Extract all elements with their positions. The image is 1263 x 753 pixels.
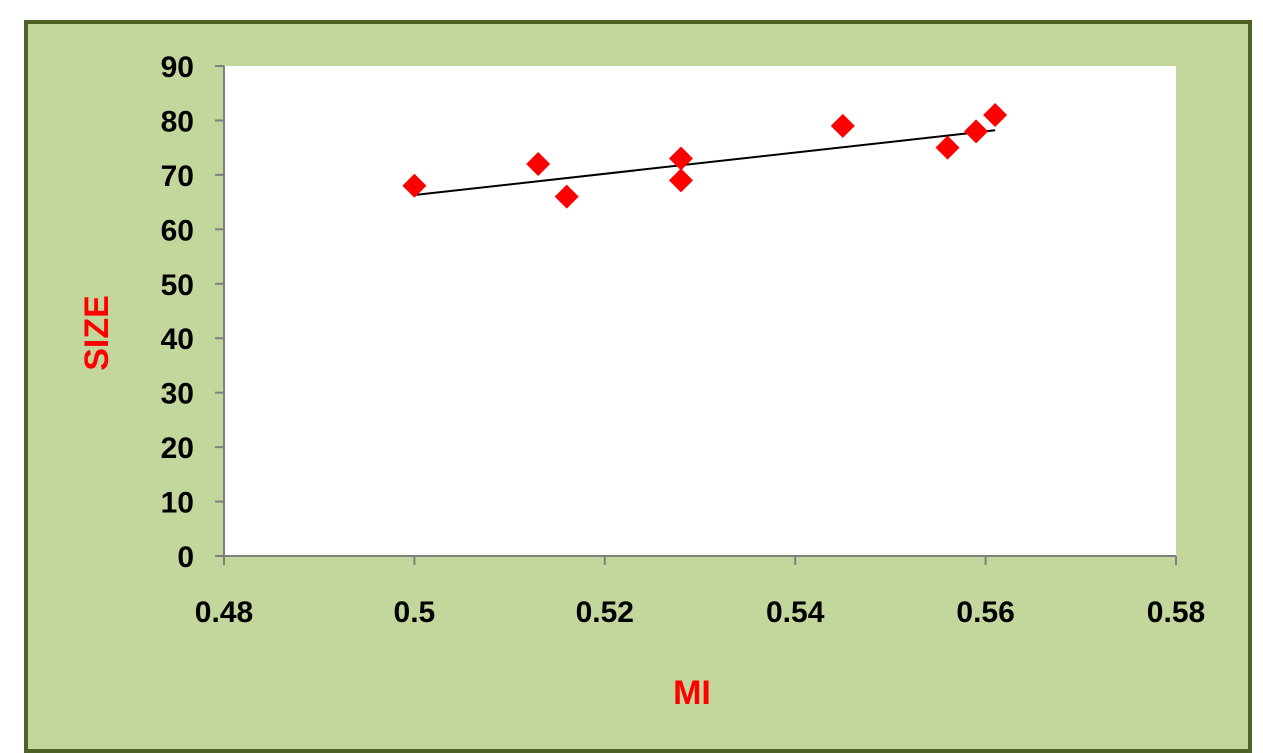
data-points xyxy=(402,103,1008,209)
x-axis-ticks: 0.48 0.5 0.52 0.54 0.56 0.58 xyxy=(195,556,1205,629)
y-tick-label: 40 xyxy=(161,323,194,356)
x-tick-label: 0.5 xyxy=(394,596,436,629)
y-tick-label: 50 xyxy=(161,269,194,302)
axes xyxy=(223,66,1176,557)
y-axis-title: SIZE xyxy=(78,295,116,371)
data-point xyxy=(402,173,427,198)
x-tick-label: 0.54 xyxy=(766,596,825,629)
chart-frame: 0.48 0.5 0.52 0.54 0.56 0.58 0 10 20 30 40 50 60 70 8… xyxy=(24,20,1252,753)
y-tick-label: 20 xyxy=(161,432,194,465)
y-tick-label: 80 xyxy=(161,105,194,138)
y-tick-label: 70 xyxy=(161,160,194,193)
y-tick-label: 90 xyxy=(161,51,194,84)
data-point xyxy=(526,152,551,176)
x-tick-label: 0.48 xyxy=(195,596,253,629)
data-point xyxy=(830,113,855,138)
data-point xyxy=(983,103,1008,127)
data-point xyxy=(964,119,989,144)
x-tick-label: 0.52 xyxy=(576,596,634,629)
data-point xyxy=(668,146,693,171)
scatter-chart: 0.48 0.5 0.52 0.54 0.56 0.58 0 10 20 30 40 50 60 70 8… xyxy=(78,51,1205,712)
y-tick-label: 0 xyxy=(177,541,194,574)
y-tick-label: 30 xyxy=(161,378,194,411)
y-axis-ticks: 0 10 20 30 40 50 60 70 80 90 xyxy=(161,51,224,574)
data-point xyxy=(554,184,579,209)
plot-area xyxy=(224,66,1176,556)
data-point xyxy=(668,168,693,193)
y-tick-label: 60 xyxy=(161,214,194,247)
trendline xyxy=(414,129,996,197)
y-tick-label: 10 xyxy=(161,487,194,520)
x-tick-label: 0.58 xyxy=(1147,596,1205,629)
x-tick-label: 0.56 xyxy=(956,596,1014,629)
data-point xyxy=(935,135,960,160)
trendline-group xyxy=(414,129,996,197)
x-axis-title: MI xyxy=(673,674,711,712)
